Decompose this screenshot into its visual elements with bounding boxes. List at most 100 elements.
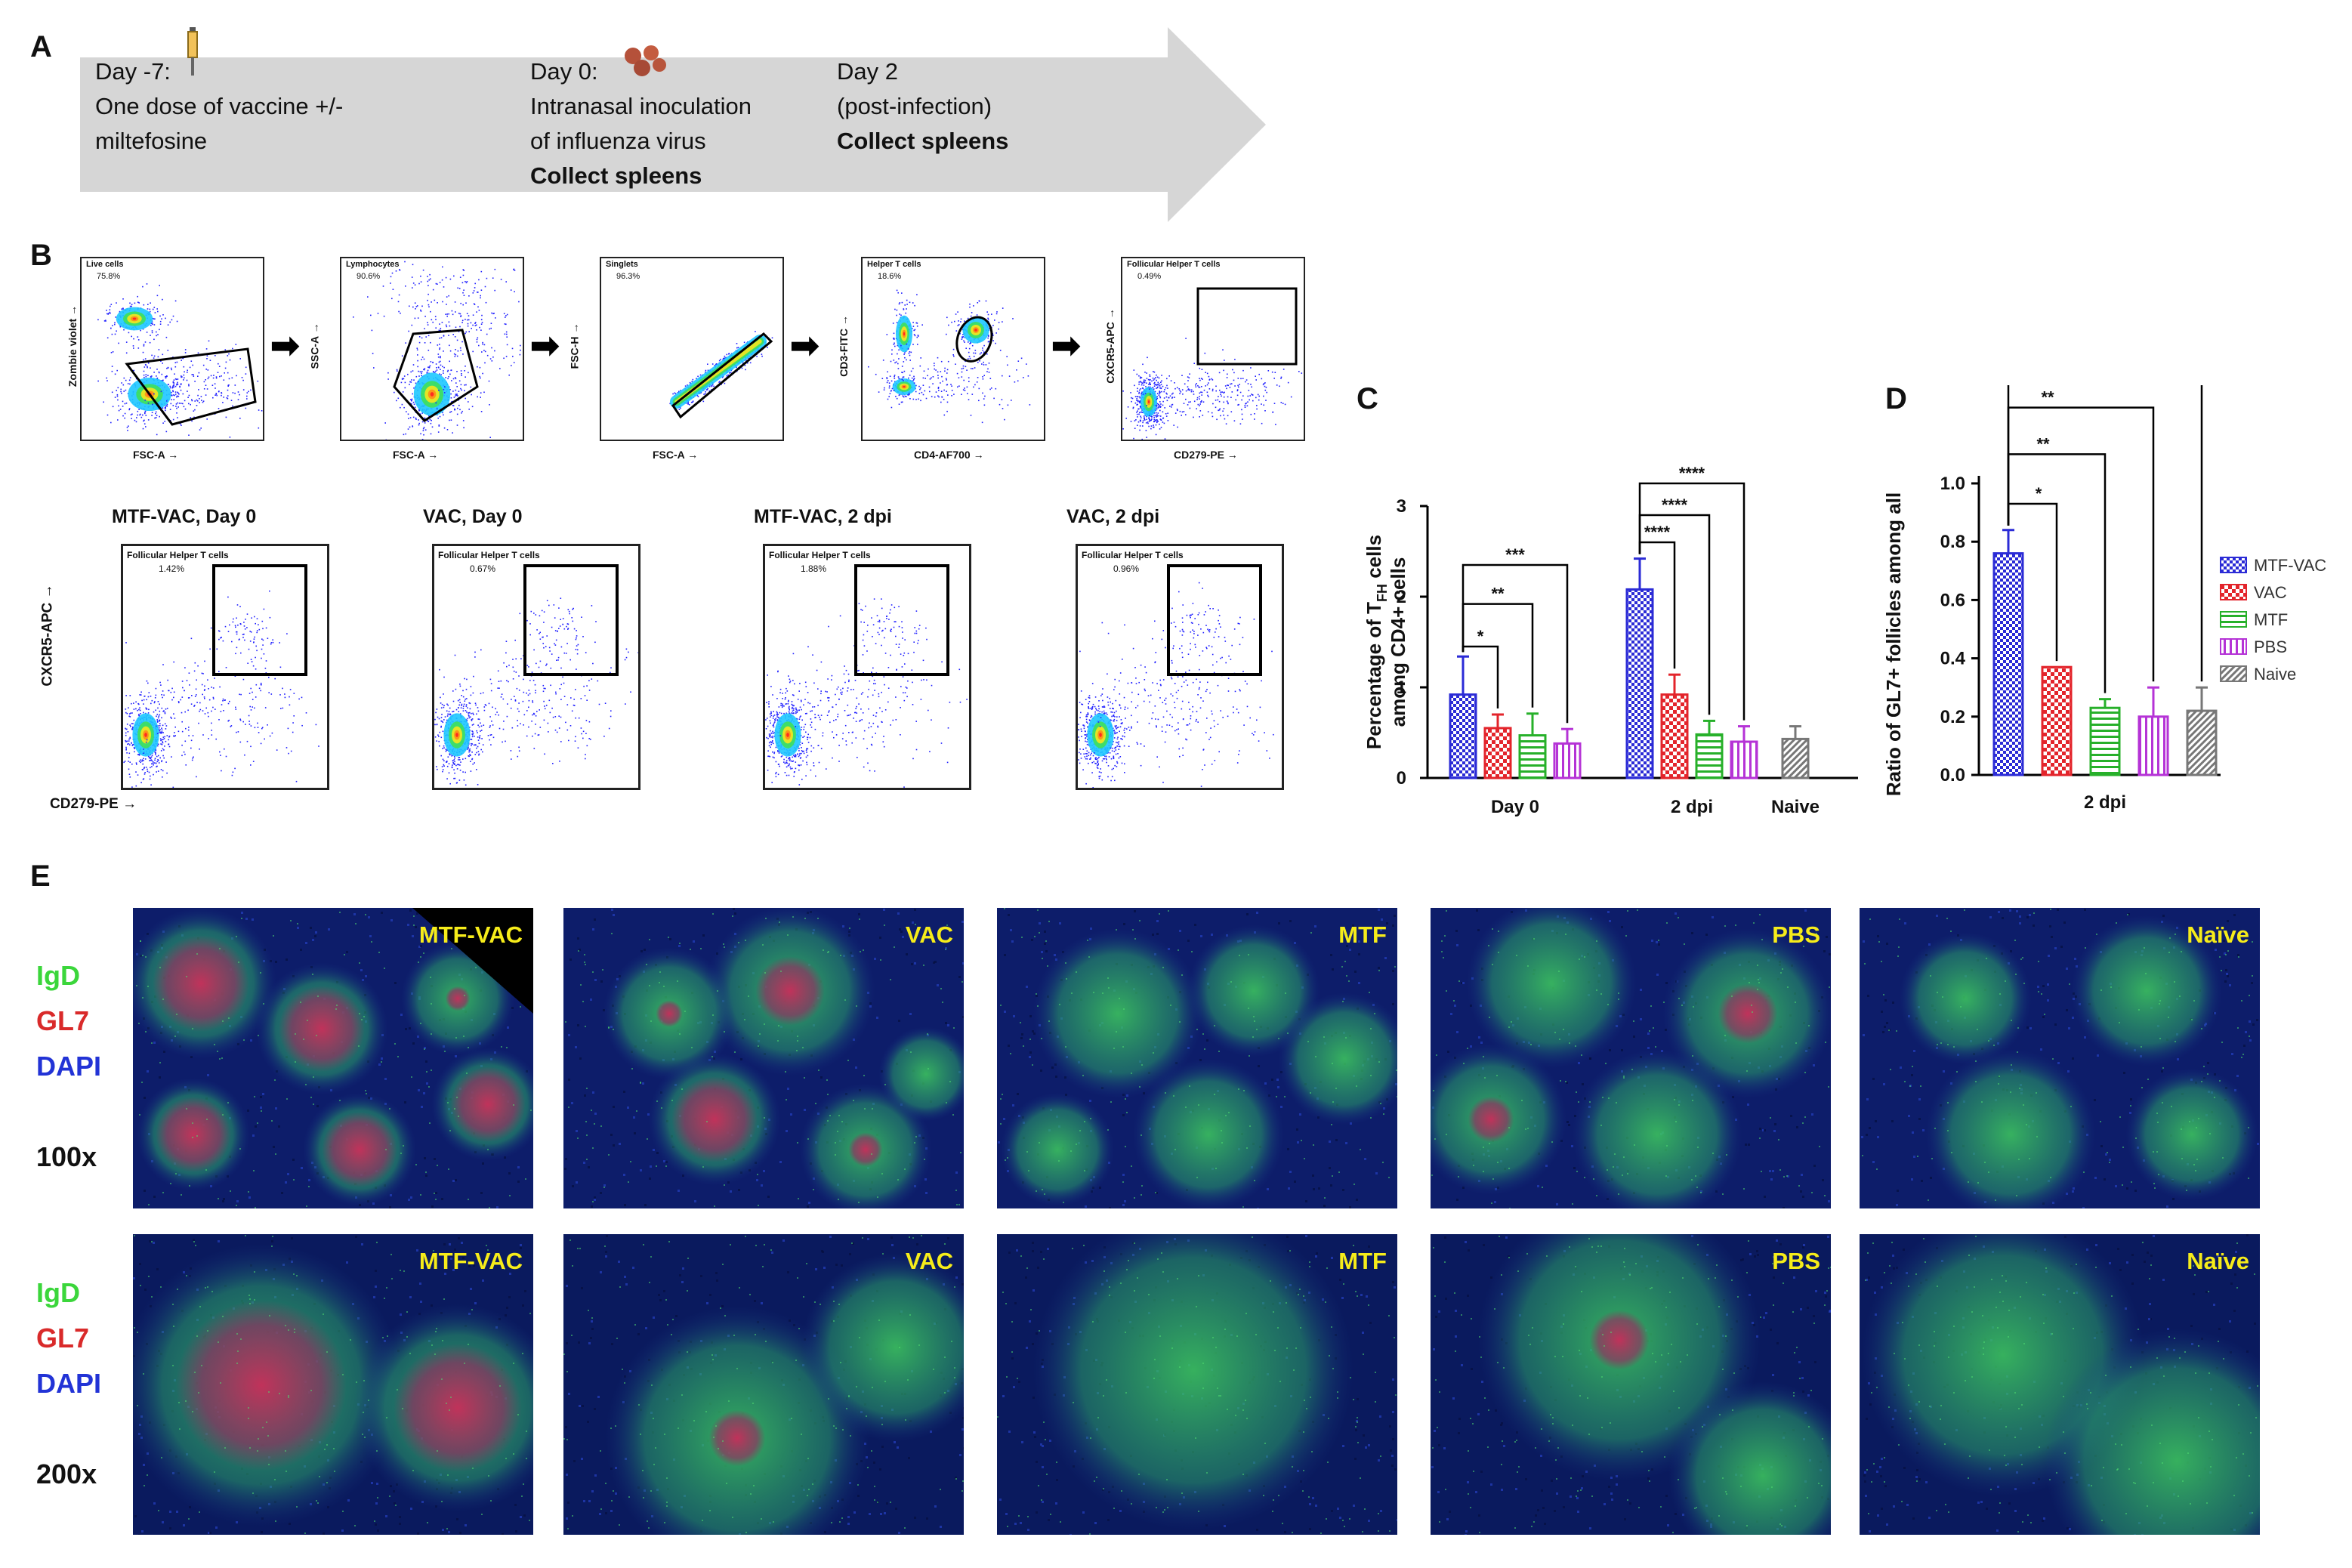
chart-c-bar-mtf-vac-0	[1449, 693, 1477, 779]
gating-scatter-4	[868, 289, 1031, 424]
timeline-day2: Day 2 (post-infection) Collect spleens	[837, 54, 1008, 159]
chart-c-sig-bracket	[1638, 482, 1745, 721]
micrograph-100x-2: MTF	[997, 908, 1397, 1208]
gate-percent-3: 96.3%	[616, 272, 640, 281]
chart-c-ytick: 3	[1397, 496, 1406, 517]
micrograph-image	[563, 908, 964, 1208]
chart-d-sig-label: **	[2041, 388, 2054, 407]
day2-line2: Collect spleens	[837, 128, 1009, 154]
timeline-day0: Day 0: Intranasal inoculation of influen…	[530, 54, 752, 193]
gate-ylabel-2: SSC-A →	[308, 323, 321, 369]
chart-d-sig-label: *	[2036, 484, 2042, 503]
chart-d-ylabel: Ratio of GL7+ follicles among all	[1882, 492, 1905, 796]
gating-scatter-5	[1122, 287, 1303, 440]
legend-label-vac: VAC	[2254, 583, 2287, 602]
gate-xlabel-4: CD4-AF700 →	[914, 449, 984, 461]
gate-percent-5: 0.49%	[1137, 272, 1162, 281]
timeline-arrow	[80, 27, 1266, 222]
micrograph-label: MTF-VAC	[418, 1248, 523, 1274]
chart-d-bar-mtf-vac	[1992, 552, 2024, 776]
chart-d-bar-naive	[2186, 709, 2218, 776]
chart-d-sig-bracket	[2007, 406, 2155, 682]
chart-c-bar-pbs-0	[1553, 742, 1582, 779]
chart-c-bar-naive-2	[1781, 737, 1810, 779]
gating-scatter-2	[353, 261, 521, 440]
chart-c-sig-label: ****	[1644, 523, 1671, 542]
chart-c-ytick: 0	[1397, 768, 1406, 789]
sample-plot-2	[432, 544, 640, 790]
sample-gate	[854, 564, 949, 676]
gate-outline	[1196, 287, 1298, 366]
chart-c-bar-vac-0	[1483, 727, 1512, 779]
chart-d: 0.0 0.2 0.4 0.6 0.8 1.0 Ratio of GL7+ follicle…	[1882, 385, 2326, 813]
chart-c-xtick: Naive	[1771, 797, 1820, 817]
chart-c-bar-vac-1	[1660, 693, 1689, 779]
chart-d-sig-bracket	[2007, 385, 2203, 682]
sample-scatter-4	[1078, 564, 1274, 788]
chart-c-sig-label: ***	[1505, 545, 1525, 564]
legend-label-mtf-vac: MTF-VAC	[2254, 556, 2326, 575]
sample-gate	[1167, 564, 1262, 676]
gating-next-arrow-icon: ➡	[1051, 326, 1081, 365]
gate-ylabel-1: Zombie violet →	[66, 304, 79, 387]
micrograph-image	[1431, 1234, 1831, 1535]
chart-c-ylabel: Percentage of TFH cellsamong CD4+ cells	[1363, 535, 1409, 749]
gate-name-1: Live cells	[86, 260, 124, 269]
chart-d-bar-pbs	[2137, 715, 2169, 776]
legend-swatch-pbs	[2220, 638, 2247, 655]
legend-mag-200: 200x	[36, 1458, 97, 1489]
gate-percent-4: 18.6%	[878, 272, 902, 281]
day2-line1: (post-infection)	[837, 93, 992, 119]
panel-label-a: A	[30, 30, 52, 63]
sample-plot-4	[1076, 544, 1284, 790]
gate-percent-1: 75.8%	[97, 272, 121, 281]
micrograph-200x-1: VAC	[563, 1234, 964, 1535]
chart-c-bar-mtf-vac-1	[1625, 588, 1654, 779]
day2-title: Day 2	[837, 58, 898, 85]
virus-icon	[618, 44, 669, 79]
sample-scatter-2	[434, 564, 638, 786]
gate-outline	[393, 329, 479, 422]
gating-next-arrow-icon: ➡	[790, 326, 819, 365]
sample-gate-percent-4: 0.96%	[1113, 563, 1140, 574]
day-minus7-title: Day -7:	[95, 58, 171, 85]
legend-swatch-mtf-vac	[2220, 557, 2247, 573]
gate-name-4: Helper T cells	[867, 260, 921, 269]
chart-c: 0 1 2 3 Percentage of TFH cellsamong CD4+ ce…	[1363, 464, 1858, 817]
gate-outline	[125, 347, 257, 426]
micrograph-label: MTF	[1338, 1248, 1387, 1274]
legend-swatch-mtf	[2220, 611, 2247, 628]
sample-xlabel: CD279-PE →	[50, 796, 137, 812]
micrograph-image	[133, 1234, 533, 1535]
chart-d-ytick: 0.4	[1940, 649, 1966, 669]
gating-scatter-1	[97, 283, 263, 438]
micro-legend-100: IgD GL7 DAPI 100x	[36, 953, 101, 1180]
chart-c-xtick: Day 0	[1491, 797, 1539, 817]
legend-swatch-naive	[2220, 665, 2247, 682]
sample-plot-3	[763, 544, 971, 790]
day0-line3: Collect spleens	[530, 162, 702, 189]
micrograph-100x-0: MTF-VAC	[133, 908, 533, 1208]
gating-scatter-3	[669, 331, 773, 419]
syringe-icon	[184, 26, 202, 79]
gating-plot-1	[80, 257, 264, 441]
micrograph-image	[997, 1234, 1397, 1535]
sample-gate-name-1: Follicular Helper T cells	[127, 550, 229, 560]
micrograph-image	[133, 908, 533, 1208]
chart-d-ytick: 1.0	[1940, 474, 1965, 494]
legend-mag-100: 100x	[36, 1141, 97, 1172]
day0-title: Day 0:	[530, 58, 598, 85]
legend-igd-2: IgD	[36, 1277, 80, 1308]
micrograph-label: VAC	[905, 1248, 953, 1274]
sample-gate	[523, 564, 619, 676]
sample-gate-name-3: Follicular Helper T cells	[769, 550, 871, 560]
sample-title-1: MTF-VAC, Day 0	[112, 506, 257, 527]
gate-name-3: Singlets	[606, 260, 638, 269]
micrograph-100x-1: VAC	[563, 908, 964, 1208]
day0-line1: Intranasal inoculation	[530, 93, 752, 119]
legend-label-naive: Naive	[2254, 665, 2296, 684]
legend-dapi: DAPI	[36, 1051, 102, 1082]
micrograph-label: MTF-VAC	[418, 921, 523, 948]
panel-label-b: B	[30, 239, 52, 272]
chart-d-ytick: 0.0	[1940, 765, 1965, 786]
